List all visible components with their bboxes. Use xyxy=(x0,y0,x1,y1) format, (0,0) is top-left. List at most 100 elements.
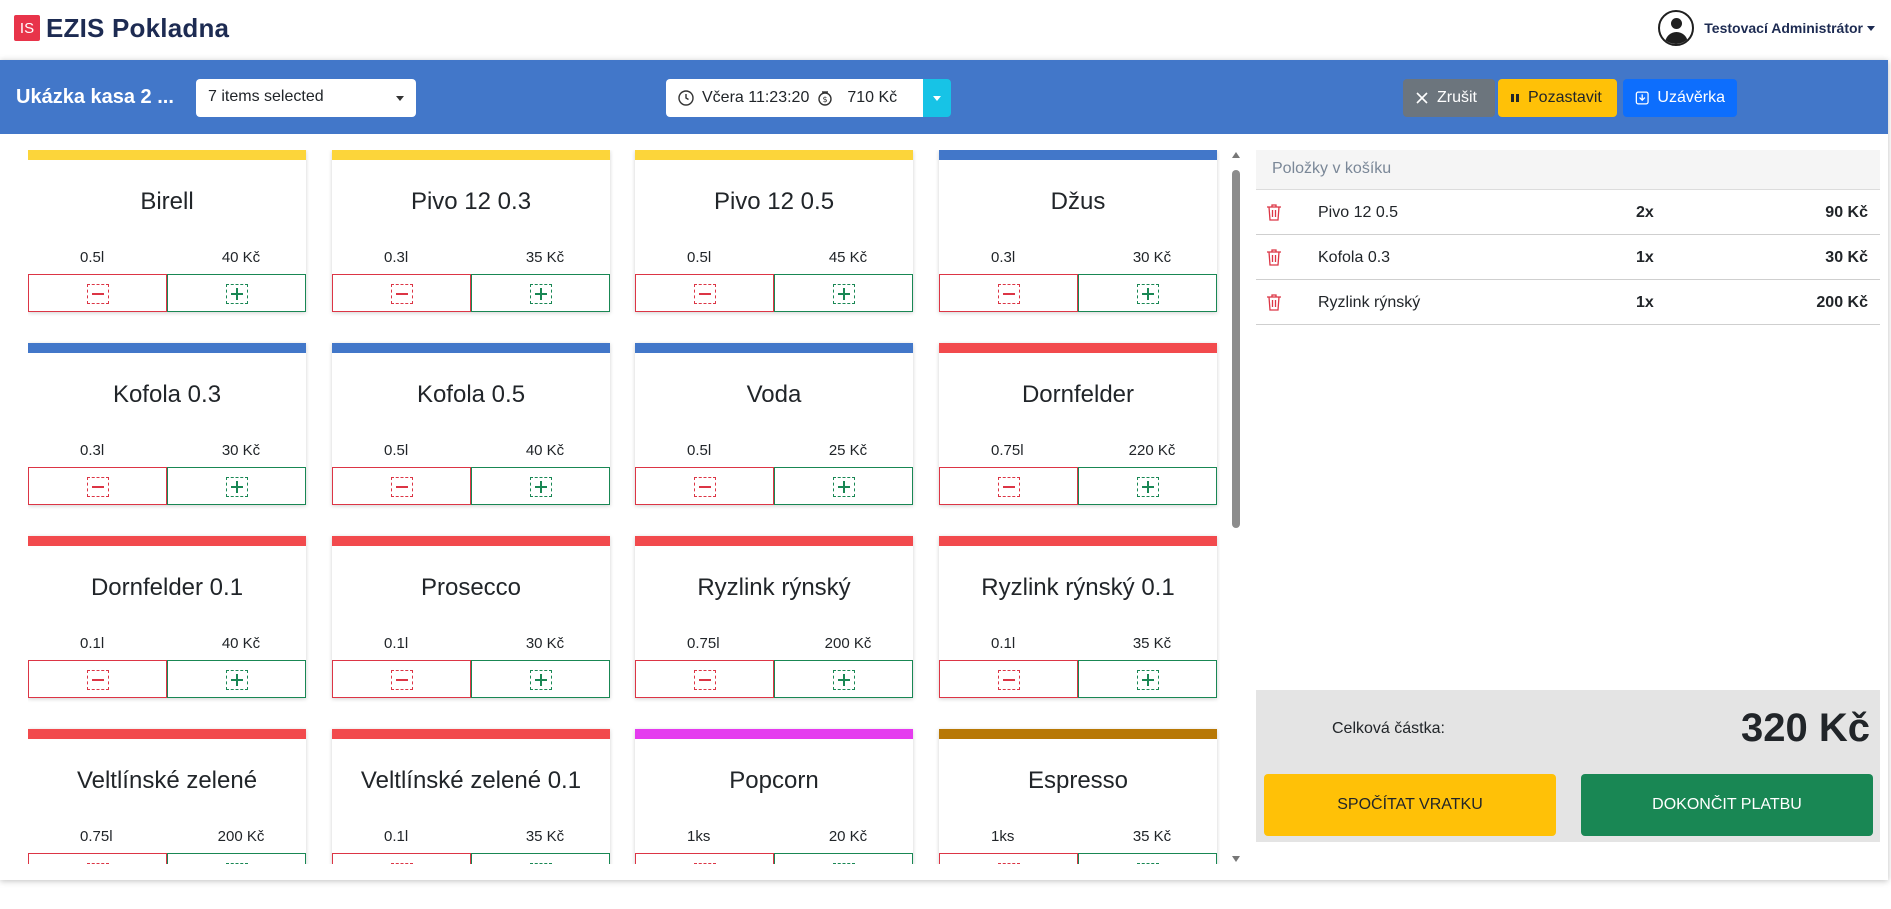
app-title: EZIS Pokladna xyxy=(46,12,230,43)
product-price: 40 Kč xyxy=(221,249,261,266)
increase-button[interactable] xyxy=(471,853,610,864)
pause-button[interactable]: Pozastavit xyxy=(1498,79,1617,117)
product-volume: 1ks xyxy=(687,828,711,845)
shift-info-button[interactable]: Včera 11:23:20 $ 710 Kč xyxy=(666,79,923,117)
cart-item-total: 30 Kč xyxy=(1825,249,1868,266)
decrease-button[interactable] xyxy=(28,274,167,312)
decrease-button[interactable] xyxy=(939,660,1078,698)
decrease-button[interactable] xyxy=(332,274,471,312)
trash-icon[interactable] xyxy=(1266,248,1282,266)
cancel-label: Zrušit xyxy=(1437,89,1477,106)
product-card: Kofola 0.3 0.3l 30 Kč xyxy=(28,343,306,505)
decrease-button[interactable] xyxy=(635,467,774,505)
decrease-button[interactable] xyxy=(332,853,471,864)
plus-icon xyxy=(833,477,855,497)
product-name: Ryzlink rýnský xyxy=(697,574,851,601)
shift-dropdown-toggle[interactable] xyxy=(923,79,951,117)
cart-item-total: 90 Kč xyxy=(1825,204,1868,221)
product-volume: 0.1l xyxy=(80,635,105,652)
product-card: Dornfelder 0.1 0.1l 40 Kč xyxy=(28,536,306,698)
product-price: 40 Kč xyxy=(221,635,261,652)
register-toolbar: Ukázka kasa 2 ... 7 items selected Včera… xyxy=(0,60,1888,134)
increase-button[interactable] xyxy=(1078,467,1217,505)
product-price: 200 Kč xyxy=(824,635,872,652)
category-color-bar xyxy=(332,343,610,353)
total-amount: 320 Kč xyxy=(1741,706,1870,750)
decrease-button[interactable] xyxy=(939,853,1078,864)
minus-icon xyxy=(391,284,413,304)
decrease-button[interactable] xyxy=(332,660,471,698)
product-price: 35 Kč xyxy=(1132,828,1172,845)
product-volume: 0.5l xyxy=(687,249,712,266)
product-volume: 0.5l xyxy=(80,249,105,266)
product-price: 220 Kč xyxy=(1128,442,1176,459)
product-name: Pivo 12 0.5 xyxy=(713,188,835,215)
minus-icon xyxy=(87,863,109,864)
product-name: Kofola 0.5 xyxy=(416,381,526,408)
product-volume: 0.1l xyxy=(384,828,409,845)
product-card: Veltlínské zelené 0.75l 200 Kč xyxy=(28,729,306,864)
minus-icon xyxy=(87,477,109,497)
cancel-button[interactable]: Zrušit xyxy=(1403,79,1495,117)
product-card: Ryzlink rýnský 0.75l 200 Kč xyxy=(635,536,913,698)
increase-button[interactable] xyxy=(167,853,306,864)
plus-icon xyxy=(1137,670,1159,690)
increase-button[interactable] xyxy=(774,467,913,505)
decrease-button[interactable] xyxy=(635,274,774,312)
product-card: Birell 0.5l 40 Kč xyxy=(28,150,306,312)
product-price: 35 Kč xyxy=(1132,635,1172,652)
increase-button[interactable] xyxy=(774,274,913,312)
increase-button[interactable] xyxy=(167,467,306,505)
finish-payment-button[interactable]: DOKONČIT PLATBU xyxy=(1581,774,1873,836)
increase-button[interactable] xyxy=(1078,853,1217,864)
product-grid-scrollbar[interactable] xyxy=(1230,150,1242,864)
trash-icon[interactable] xyxy=(1266,203,1282,221)
increase-button[interactable] xyxy=(471,467,610,505)
plus-icon xyxy=(530,863,552,864)
minus-icon xyxy=(391,670,413,690)
category-color-bar xyxy=(332,729,610,739)
increase-button[interactable] xyxy=(774,660,913,698)
scroll-down-arrow-icon[interactable] xyxy=(1232,856,1240,862)
scroll-up-arrow-icon[interactable] xyxy=(1232,152,1240,158)
increase-button[interactable] xyxy=(774,853,913,864)
increase-button[interactable] xyxy=(471,274,610,312)
decrease-button[interactable] xyxy=(28,660,167,698)
product-volume: 1ks xyxy=(991,828,1015,845)
decrease-button[interactable] xyxy=(939,467,1078,505)
product-card: Voda 0.5l 25 Kč xyxy=(635,343,913,505)
increase-button[interactable] xyxy=(471,660,610,698)
decrease-button[interactable] xyxy=(332,467,471,505)
daily-close-button[interactable]: Uzávěrka xyxy=(1623,79,1737,117)
product-price: 30 Kč xyxy=(1132,249,1172,266)
decrease-button[interactable] xyxy=(28,467,167,505)
increase-button[interactable] xyxy=(1078,274,1217,312)
category-filter-select[interactable]: 7 items selected xyxy=(196,79,416,117)
category-color-bar xyxy=(635,343,913,353)
product-price: 35 Kč xyxy=(525,828,565,845)
minus-icon xyxy=(694,670,716,690)
decrease-button[interactable] xyxy=(939,274,1078,312)
increase-button[interactable] xyxy=(167,274,306,312)
category-color-bar xyxy=(28,729,306,739)
decrease-button[interactable] xyxy=(635,660,774,698)
plus-icon xyxy=(1137,477,1159,497)
increase-button[interactable] xyxy=(167,660,306,698)
plus-icon xyxy=(833,670,855,690)
brand[interactable]: IS EZIS Pokladna xyxy=(14,13,229,44)
calculate-change-button[interactable]: SPOČÍTAT VRATKU xyxy=(1264,774,1556,836)
category-color-bar xyxy=(635,150,913,160)
decrease-button[interactable] xyxy=(635,853,774,864)
user-name: Testovací Administrátor xyxy=(1704,20,1863,36)
trash-icon[interactable] xyxy=(1266,293,1282,311)
product-name: Dornfelder xyxy=(1021,381,1135,408)
product-price: 45 Kč xyxy=(828,249,868,266)
category-color-bar xyxy=(28,150,306,160)
increase-button[interactable] xyxy=(1078,660,1217,698)
product-card: Kofola 0.5 0.5l 40 Kč xyxy=(332,343,610,505)
product-volume: 0.3l xyxy=(80,442,105,459)
user-menu[interactable]: Testovací Administrátor xyxy=(1658,10,1875,46)
decrease-button[interactable] xyxy=(28,853,167,864)
scrollbar-thumb[interactable] xyxy=(1232,170,1240,528)
minus-icon xyxy=(998,863,1020,864)
